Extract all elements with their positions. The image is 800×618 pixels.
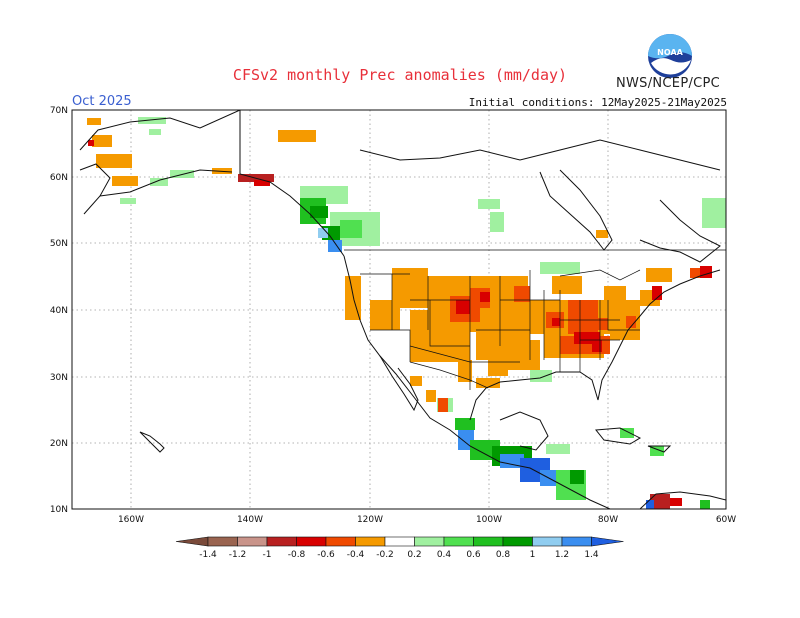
- colorbar-label: 1.4: [584, 550, 599, 560]
- colorbar-segment: [355, 536, 386, 547]
- lat-label: 70N: [50, 106, 68, 116]
- map-frame: [71, 109, 727, 510]
- initial-conditions: Initial conditions: 12May2025-21May2025: [468, 96, 727, 109]
- lat-label: 30N: [50, 373, 68, 383]
- colorbar-segment: [384, 536, 415, 547]
- coastlines: [79, 110, 726, 509]
- colorbar-label: 1: [530, 550, 536, 560]
- map-title: CFSv2 monthly Prec anomalies (mm/day): [232, 66, 568, 84]
- colorbar-label: -1: [263, 550, 272, 560]
- lon-label: 140W: [237, 515, 263, 525]
- lat-axis-labels: 70N 60N 50N 40N 30N 20N 10N: [50, 106, 68, 515]
- colorbar-segment: [325, 536, 356, 547]
- colorbar-segment: [561, 536, 592, 547]
- colorbar-segment: [473, 536, 504, 547]
- colorbar-segment: [266, 536, 297, 547]
- colorbar-segment: [237, 536, 268, 547]
- lon-axis-labels: 160W 140W 120W 100W 80W 60W: [118, 515, 736, 525]
- colorbar-segment: [532, 536, 563, 547]
- colorbar-label: 0.2: [407, 550, 421, 560]
- lat-label: 50N: [50, 239, 68, 249]
- colorbar-label: -1.4: [199, 550, 217, 560]
- colorbar-label: 0.8: [496, 550, 511, 560]
- colorbar-label: -0.6: [317, 550, 335, 560]
- colorbar-label: -1.2: [229, 550, 247, 560]
- colorbar: [175, 536, 624, 547]
- noaa-logo-icon: NOAA: [648, 34, 692, 78]
- colorbar-labels: -1.4 -1.2 -1 -0.8 -0.6 -0.4 -0.2 0.2 0.4 0.6 0.8 1 1…: [199, 550, 599, 560]
- lat-label: 20N: [50, 439, 68, 449]
- lon-label: 160W: [118, 515, 144, 525]
- colorbar-label: 1.2: [555, 550, 569, 560]
- lon-label: 100W: [476, 515, 502, 525]
- agency-label: NWS/NCEP/CPC: [616, 76, 721, 91]
- lon-label: 120W: [357, 515, 383, 525]
- colorbar-segment: [414, 536, 445, 547]
- colorbar-segment: [207, 536, 238, 547]
- colorbar-arrow-right: [591, 536, 624, 547]
- forecast-month: Oct 2025: [72, 94, 132, 109]
- colorbar-segment: [296, 536, 327, 547]
- lat-label: 40N: [50, 306, 68, 316]
- anomaly-patches: [87, 117, 726, 509]
- lat-label: 10N: [50, 505, 68, 515]
- logo-text: NOAA: [657, 48, 683, 57]
- lon-label: 60W: [716, 515, 736, 525]
- lat-label: 60N: [50, 173, 68, 183]
- colorbar-label: 0.4: [437, 550, 452, 560]
- colorbar-arrow-left: [175, 536, 209, 547]
- lon-label: 80W: [598, 515, 618, 525]
- colorbar-label: -0.2: [376, 550, 394, 560]
- colorbar-segment: [502, 536, 533, 547]
- colorbar-label: 0.6: [466, 550, 481, 560]
- colorbar-label: -0.4: [347, 550, 365, 560]
- state-borders: [344, 249, 726, 390]
- colorbar-label: -0.8: [288, 550, 306, 560]
- colorbar-segment: [443, 536, 474, 547]
